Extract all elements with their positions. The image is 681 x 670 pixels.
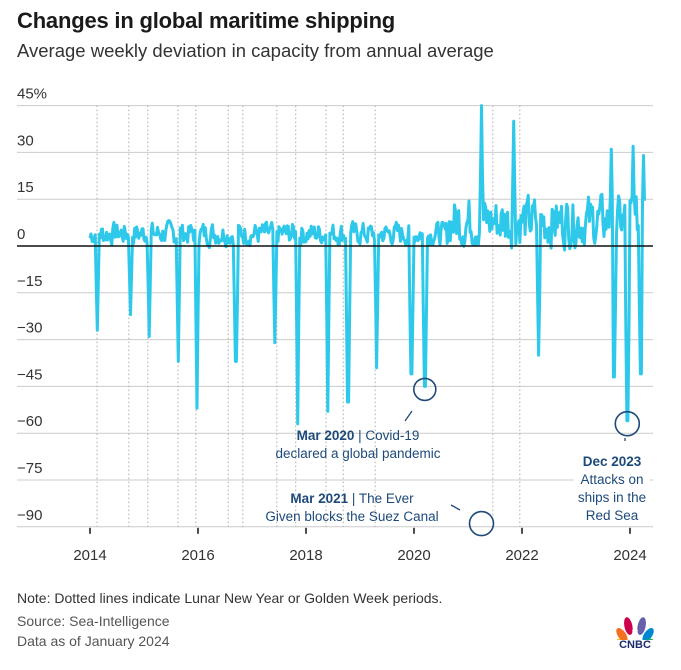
- y-tick-label: 30: [17, 132, 34, 149]
- chart-title: Changes in global maritime shipping: [17, 8, 396, 33]
- x-tick-label: 2014: [73, 547, 106, 564]
- y-tick-label: 15: [17, 179, 34, 196]
- x-tick-label: 2020: [397, 547, 430, 564]
- footer-data-as-of: Data as of January 2024: [17, 633, 170, 649]
- annotation-covid-text1: | Covid-19: [354, 428, 419, 443]
- y-tick-label: −30: [17, 320, 42, 337]
- x-axis: 2014 2016 2018 2020 2022 2024: [73, 527, 647, 564]
- annotation-redsea-line3: ships in the: [578, 490, 646, 505]
- annotation-leader-covid: [404, 410, 413, 422]
- cnbc-logo-text: CNBC: [619, 639, 651, 651]
- annotation-covid-line2: declared a global pandemic: [275, 446, 440, 461]
- annotation-covid-date: Mar 2020: [297, 428, 355, 443]
- grid-lines: [17, 105, 653, 528]
- footer-source: Source: Sea-Intelligence: [17, 613, 170, 629]
- annotation-covid-line1: Mar 2020 | Covid-19: [297, 428, 420, 443]
- y-tick-label: −75: [17, 460, 42, 477]
- annotation-leader-suez: [450, 504, 461, 511]
- annotation-suez-date: Mar 2021: [290, 491, 348, 506]
- footer-note: Note: Dotted lines indicate Lunar New Ye…: [17, 590, 443, 606]
- x-tick-label: 2016: [181, 547, 214, 564]
- x-tick-label: 2018: [289, 547, 322, 564]
- dotted-lines: [96, 105, 521, 527]
- y-tick-label: −60: [17, 413, 42, 430]
- annotation-circle-redsea: [614, 410, 641, 437]
- y-tick-label: 45%: [17, 86, 47, 103]
- y-tick-label: −15: [17, 273, 42, 290]
- chart-subtitle: Average weekly deviation in capacity fro…: [17, 40, 494, 61]
- annotation-circle-covid: [412, 377, 437, 402]
- y-tick-label: −90: [17, 507, 42, 524]
- annotation-redsea-line2: Attacks on: [580, 472, 643, 487]
- annotations: Mar 2020 | Covid-19 declared a global pa…: [265, 377, 650, 537]
- annotation-redsea-bg: [574, 448, 650, 526]
- annotation-suez-line1: Mar 2021 | The Ever: [290, 491, 414, 506]
- annotation-circle-suez: [468, 510, 495, 537]
- x-tick-label: 2024: [613, 547, 646, 564]
- series-line: [88, 104, 646, 426]
- x-tick-label: 2022: [505, 547, 538, 564]
- cnbc-logo: CNBC: [614, 614, 656, 654]
- annotation-redsea-line4: Red Sea: [586, 508, 639, 523]
- y-tick-label: 0: [17, 226, 25, 243]
- y-axis: 45% 30 15 0 −15 −30 −45 −60 −75 −90: [17, 86, 47, 524]
- annotation-redsea-date: Dec 2023: [583, 454, 642, 469]
- annotation-suez-text1: | The Ever: [348, 491, 414, 506]
- cnbc-peacock-icon: [616, 617, 654, 650]
- annotation-suez-line2: Given blocks the Suez Canal: [265, 509, 438, 524]
- y-tick-label: −45: [17, 366, 42, 383]
